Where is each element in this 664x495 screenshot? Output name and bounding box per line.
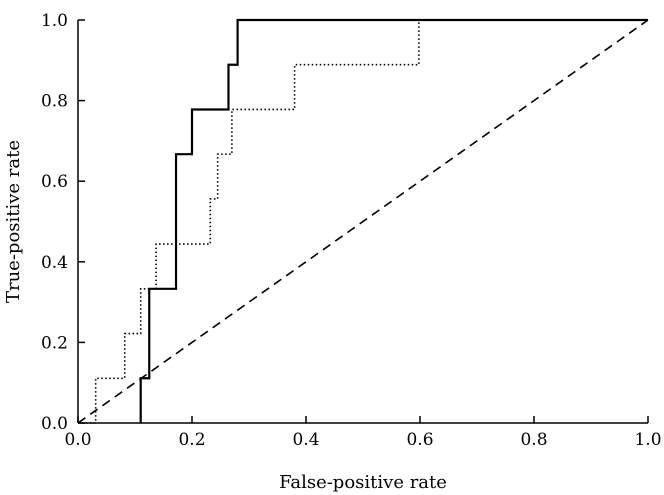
x-tick-label: 0.0 bbox=[64, 430, 91, 450]
y-tick-label: 0.6 bbox=[41, 172, 68, 192]
x-tick-label: 1.0 bbox=[634, 430, 661, 450]
x-tick-label: 0.8 bbox=[520, 430, 547, 450]
y-tick-label: 0.2 bbox=[41, 333, 68, 353]
x-axis-label: False-positive rate bbox=[279, 472, 447, 493]
x-tick-label: 0.4 bbox=[292, 430, 319, 450]
x-tick-label: 0.6 bbox=[406, 430, 433, 450]
y-axis-label: True-positive rate bbox=[3, 140, 24, 303]
y-tick-label: 0.8 bbox=[41, 92, 68, 112]
y-tick-label: 0.4 bbox=[41, 253, 68, 273]
x-ticks: 0.0 0.2 0.4 0.6 0.8 1.0 bbox=[64, 416, 662, 450]
plot-lines bbox=[77, 18, 649, 424]
y-ticks: 0.0 0.2 0.4 0.6 0.8 1.0 bbox=[41, 11, 85, 434]
y-tick-label: 0.0 bbox=[41, 414, 68, 434]
y-tick-label: 1.0 bbox=[41, 11, 68, 31]
roc-curve-solid bbox=[139, 18, 648, 423]
reference-diagonal bbox=[77, 19, 649, 424]
x-tick-label: 0.2 bbox=[178, 430, 205, 450]
